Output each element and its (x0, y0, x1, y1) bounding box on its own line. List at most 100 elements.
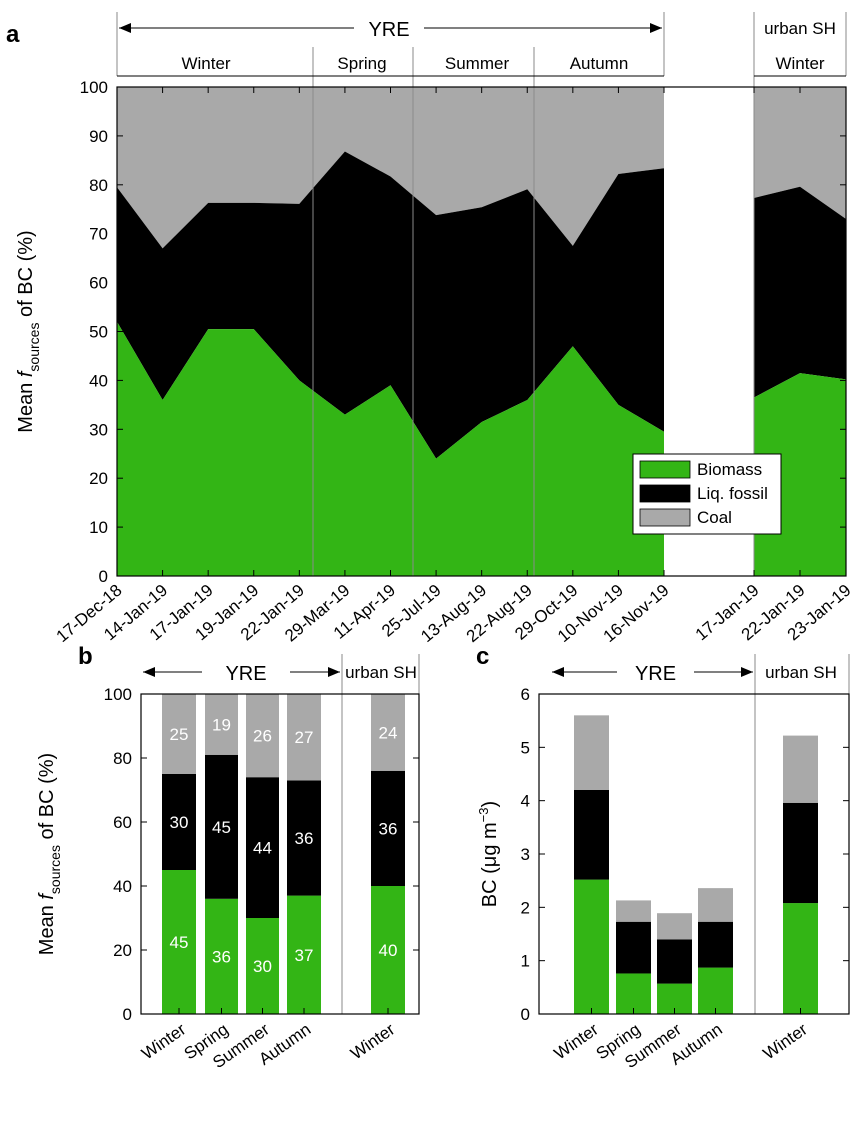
bar-c-0-liq-fossil (574, 790, 609, 880)
bar-b-4-biomass (371, 886, 405, 1014)
bar-b-2-liq-fossil (246, 777, 279, 918)
ytick-label-c-0: 0 (521, 1005, 530, 1024)
bar-b-1-liq-fossil (205, 754, 238, 899)
ytick-label-b-2: 40 (113, 877, 132, 896)
yre-header-label: YRE (368, 19, 409, 41)
bar-c-1-liq-fossil (616, 921, 651, 974)
ytick-label-a-1: 10 (89, 518, 108, 537)
bar-b-3-coal (287, 694, 321, 781)
bar-c-0-coal (574, 715, 609, 790)
bar-c-4-liq-fossil (783, 802, 818, 904)
bar-b-4-liq-fossil (371, 770, 405, 886)
bar-label-b-1-2: 19 (212, 715, 231, 734)
bar-b-0-coal (162, 694, 196, 774)
area-yre-liq-fossil (117, 151, 664, 459)
ytick-label-a-10: 100 (80, 78, 108, 97)
ytick-label-b-1: 20 (113, 941, 132, 960)
xtick-label-c-4: Winter (760, 1020, 811, 1064)
ytick-label-a-9: 90 (89, 127, 108, 146)
ytick-label-a-5: 50 (89, 323, 108, 342)
bar-c-2-coal (657, 913, 692, 940)
bar-b-3-liq-fossil (287, 780, 321, 896)
bar-label-b-2-2: 26 (253, 727, 272, 746)
bar-c-3-biomass (698, 967, 733, 1014)
bar-c-2-liq-fossil (657, 939, 692, 984)
bar-label-b-3-1: 36 (295, 829, 314, 848)
urban-header-label-c: urban SH (765, 663, 837, 682)
yre-header-label-c: YRE (635, 663, 676, 685)
bar-label-b-3-0: 37 (295, 946, 314, 965)
urban-header-label-b: urban SH (345, 663, 417, 682)
season-label-a-1: Spring (337, 54, 386, 73)
ytick-label-c-6: 6 (521, 685, 530, 704)
legend-swatch-2 (639, 508, 691, 527)
urban-header-label: urban SH (764, 19, 836, 38)
bar-b-2-coal (246, 694, 279, 778)
bar-b-1-biomass (205, 898, 238, 1014)
ytick-label-b-5: 100 (104, 685, 132, 704)
season-label-a-urban: Winter (775, 54, 824, 73)
ytick-label-c-2: 2 (521, 898, 530, 917)
ylabel-c: BC (μg m−3) (476, 801, 501, 907)
ytick-label-b-3: 60 (113, 813, 132, 832)
ytick-label-b-0: 0 (123, 1005, 132, 1024)
legend-a: Biomass Liq. fossil Coal (632, 453, 782, 535)
bar-c-0-biomass (574, 879, 609, 1014)
legend-swatch-0 (639, 460, 691, 479)
area-urban-liq-fossil (754, 186, 846, 398)
yre-arrow-b-right-head (328, 667, 340, 677)
xtick-label-b-0: Winter (138, 1020, 189, 1064)
ytick-label-c-5: 5 (521, 738, 530, 757)
plot-frame-b (140, 693, 420, 1015)
yre-arrow-c-right-head (741, 667, 753, 677)
bar-c-4-biomass (783, 903, 818, 1014)
bar-label-b-0-0: 45 (170, 933, 189, 952)
yre-arrow-b-left-head (143, 667, 155, 677)
bar-c-1-biomass (616, 973, 651, 1014)
yre-arrow-left-head (119, 23, 131, 33)
ytick-label-a-8: 80 (89, 176, 108, 195)
ytick-label-a-3: 30 (89, 420, 108, 439)
bar-label-b-4-0: 40 (379, 941, 398, 960)
bar-label-b-1-0: 36 (212, 947, 231, 966)
ytick-label-c-3: 3 (521, 845, 530, 864)
bar-c-1-coal (616, 900, 651, 922)
ylabel-b: Mean fsources of BC (%) (36, 753, 63, 955)
bar-label-b-0-2: 25 (170, 725, 189, 744)
bar-c-3-liq-fossil (698, 921, 733, 968)
yre-arrow-right-head (650, 23, 662, 33)
legend-label-0: Biomass (697, 460, 762, 479)
panel-label-c: c (476, 643, 489, 670)
area-yre-coal (117, 87, 664, 249)
bar-label-b-4-1: 36 (379, 819, 398, 838)
bar-c-4-coal (783, 735, 818, 803)
bar-b-2-biomass (246, 918, 279, 1014)
bar-label-b-1-1: 45 (212, 818, 231, 837)
legend-label-2: Coal (697, 508, 732, 527)
ytick-label-c-1: 1 (521, 952, 530, 971)
ytick-label-b-4: 80 (113, 749, 132, 768)
ytick-label-a-4: 40 (89, 371, 108, 390)
panel-label-a: a (6, 21, 20, 48)
bar-b-3-biomass (287, 895, 321, 1014)
bar-b-0-liq-fossil (162, 774, 196, 870)
area-urban-coal (754, 87, 846, 219)
bar-label-b-2-1: 44 (253, 839, 272, 858)
ylabel-a: Mean fsources of BC (%) (15, 230, 42, 432)
season-label-a-0: Winter (181, 54, 230, 73)
bar-label-b-4-2: 24 (379, 723, 398, 742)
yre-arrow-c-left-head (552, 667, 564, 677)
yre-header-label-b: YRE (225, 663, 266, 685)
legend-swatch-1 (639, 484, 691, 503)
panel-label-b: b (78, 643, 93, 670)
season-label-a-3: Autumn (570, 54, 629, 73)
ytick-label-a-6: 60 (89, 274, 108, 293)
xtick-label-b-4: Winter (347, 1020, 398, 1064)
bar-label-b-0-1: 30 (170, 813, 189, 832)
bar-label-b-2-0: 30 (253, 957, 272, 976)
bar-c-3-coal (698, 888, 733, 922)
season-label-a-2: Summer (445, 54, 510, 73)
area-yre-biomass (117, 321, 664, 576)
ytick-label-a-2: 20 (89, 469, 108, 488)
